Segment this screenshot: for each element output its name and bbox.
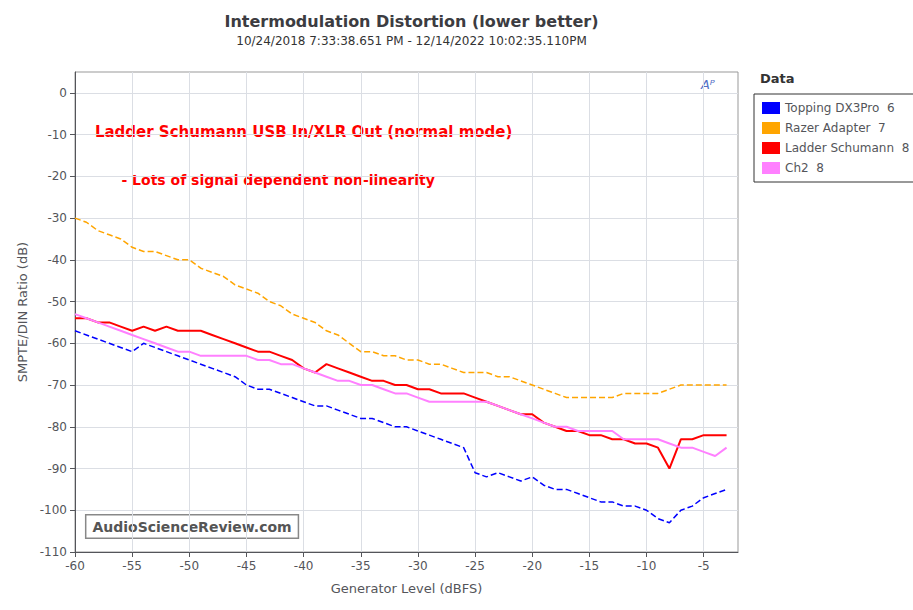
- svg-text:Topping DX3Pro 6: Topping DX3Pro 6: [784, 101, 895, 115]
- svg-text:SMPTE/DIN Ratio (dB): SMPTE/DIN Ratio (dB): [15, 242, 30, 382]
- svg-text:Ch2 8: Ch2 8: [785, 161, 824, 175]
- svg-text:-30: -30: [47, 211, 67, 225]
- svg-text:-60: -60: [47, 336, 67, 350]
- svg-text:-50: -50: [47, 295, 67, 309]
- svg-text:-10: -10: [637, 559, 657, 573]
- svg-text:-20: -20: [522, 559, 542, 573]
- svg-text:-70: -70: [47, 378, 67, 392]
- svg-text:-40: -40: [294, 559, 314, 573]
- svg-text:10/24/2018 7:33:38.651 PM - 12: 10/24/2018 7:33:38.651 PM - 12/14/2022 1…: [236, 34, 587, 48]
- svg-text:-35: -35: [351, 559, 371, 573]
- svg-text:- Lots of signal dependent non: - Lots of signal dependent non-linearity: [121, 172, 434, 188]
- svg-text:AudioScienceReview.com: AudioScienceReview.com: [92, 519, 291, 535]
- svg-text:Ladder Schumann 8: Ladder Schumann 8: [785, 141, 909, 155]
- svg-text:-10: -10: [47, 128, 67, 142]
- svg-text:0: 0: [59, 86, 67, 100]
- svg-text:-60: -60: [65, 559, 85, 573]
- svg-text:-25: -25: [465, 559, 485, 573]
- svg-text:-5: -5: [698, 559, 710, 573]
- svg-text:-15: -15: [580, 559, 600, 573]
- svg-text:Ladder Schumann USB In/XLR Out: Ladder Schumann USB In/XLR Out (normal m…: [94, 123, 513, 142]
- svg-text:Data: Data: [760, 71, 795, 86]
- svg-text:Generator Level (dBFS): Generator Level (dBFS): [331, 581, 482, 596]
- svg-text:-90: -90: [47, 462, 67, 476]
- svg-text:Intermodulation Distortion (lo: Intermodulation Distortion (lower better…: [224, 12, 598, 31]
- svg-text:-20: -20: [47, 169, 67, 183]
- svg-text:-50: -50: [180, 559, 200, 573]
- svg-text:Razer Adapter 7: Razer Adapter 7: [785, 121, 886, 135]
- svg-text:-45: -45: [237, 559, 257, 573]
- svg-text:-110: -110: [40, 545, 67, 559]
- svg-text:-55: -55: [122, 559, 142, 573]
- svg-text:-30: -30: [408, 559, 428, 573]
- svg-text:Aᴾ: Aᴾ: [700, 77, 716, 92]
- svg-text:-40: -40: [47, 253, 67, 267]
- svg-text:-80: -80: [47, 420, 67, 434]
- svg-text:-100: -100: [40, 503, 67, 517]
